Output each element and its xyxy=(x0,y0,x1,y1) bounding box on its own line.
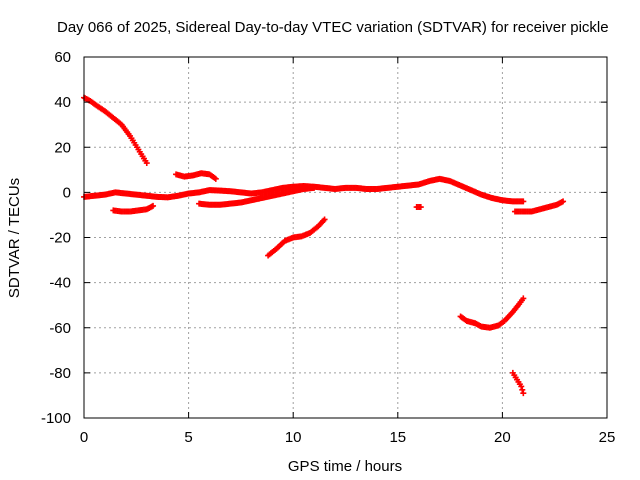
chart-title: Day 066 of 2025, Sidereal Day-to-day VTE… xyxy=(57,19,609,36)
x-axis-label: GPS time / hours xyxy=(288,458,402,475)
y-tick-label: -100 xyxy=(41,410,71,427)
data-point xyxy=(311,184,318,191)
y-tick-label: 20 xyxy=(54,139,71,156)
data-point xyxy=(518,383,525,390)
data-point xyxy=(143,160,150,167)
y-tick-label: -60 xyxy=(49,320,71,337)
data-points xyxy=(81,94,567,397)
data-point xyxy=(520,390,527,397)
data-point xyxy=(520,198,527,205)
y-tick-label: 0 xyxy=(63,184,71,201)
data-point xyxy=(520,295,527,302)
y-tick-label: 40 xyxy=(54,94,71,111)
data-point xyxy=(519,386,526,393)
y-axis-label: SDTVAR / TECUs xyxy=(6,178,23,298)
data-point xyxy=(150,202,157,209)
x-tick-label: 25 xyxy=(599,429,616,446)
x-tick-label: 0 xyxy=(80,429,88,446)
x-tick-label: 5 xyxy=(184,429,192,446)
y-tick-label: 60 xyxy=(54,49,71,66)
x-tick-label: 20 xyxy=(494,429,511,446)
data-point xyxy=(560,198,567,205)
axis-ticks: 0 5 10 15 20 25 -100 -80 -60 -40 -20 0 20 40 60 xyxy=(41,49,615,446)
data-point xyxy=(417,204,424,211)
y-tick-label: -20 xyxy=(49,230,71,247)
x-tick-label: 15 xyxy=(389,429,406,446)
y-tick-label: -40 xyxy=(49,275,71,292)
grid xyxy=(84,57,607,418)
data-point xyxy=(321,216,328,223)
data-point xyxy=(212,175,219,182)
x-tick-label: 10 xyxy=(285,429,302,446)
y-tick-label: -80 xyxy=(49,365,71,382)
